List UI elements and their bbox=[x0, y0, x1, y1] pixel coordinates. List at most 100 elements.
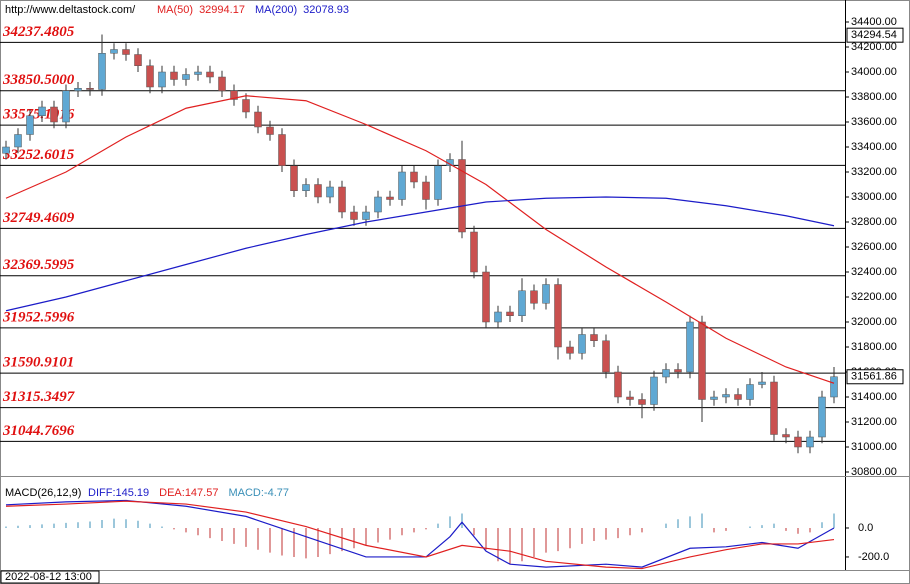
legend-name: MA(50) bbox=[157, 4, 193, 16]
candle-body bbox=[206, 71, 214, 78]
candle-body bbox=[650, 376, 658, 405]
y-tick-label: 33600.00 bbox=[851, 116, 897, 128]
candle-body bbox=[614, 371, 622, 398]
candle-body bbox=[422, 181, 430, 200]
y-tick-label: 31400.00 bbox=[851, 391, 897, 403]
y-tick-label: 31000.00 bbox=[851, 441, 897, 453]
legend-entry: DIFF:145.19 bbox=[88, 487, 149, 499]
candle-body bbox=[170, 71, 178, 80]
y-tick-label: 31800.00 bbox=[851, 341, 897, 353]
legend-value: 32994.17 bbox=[199, 4, 245, 16]
level-label: 32369.5995 bbox=[2, 257, 75, 273]
candle-body bbox=[26, 115, 34, 135]
candle-body bbox=[494, 311, 502, 323]
macd-line bbox=[5, 500, 835, 570]
candle-body bbox=[122, 49, 130, 55]
candle-body bbox=[770, 381, 778, 435]
candle-body bbox=[458, 159, 466, 233]
candle-body bbox=[722, 394, 730, 398]
candle-body bbox=[266, 126, 274, 135]
candle-body bbox=[2, 146, 10, 154]
level-label: 32749.4609 bbox=[2, 210, 75, 226]
price-marker-label: 31561.86 bbox=[851, 371, 897, 383]
candle-body bbox=[410, 171, 418, 183]
legend-value: 32078.93 bbox=[303, 4, 349, 16]
legend-entry: DEA:147.57 bbox=[159, 487, 218, 499]
y-tick-label: 34000.00 bbox=[851, 66, 897, 78]
candle-body bbox=[602, 340, 610, 373]
candle-body bbox=[218, 76, 226, 91]
candle-body bbox=[782, 434, 790, 438]
candle-body bbox=[578, 334, 586, 354]
level-label: 33850.5000 bbox=[2, 72, 75, 88]
candle-body bbox=[518, 290, 526, 316]
level-label: 31952.5996 bbox=[2, 309, 75, 325]
candle-body bbox=[314, 184, 322, 198]
candle-body bbox=[86, 88, 94, 90]
y-tick-label: 31200.00 bbox=[851, 416, 897, 428]
y-tick-label: 34200.00 bbox=[851, 41, 897, 53]
level-label: 33252.6015 bbox=[2, 147, 75, 163]
candle-body bbox=[374, 196, 382, 213]
macd-line bbox=[5, 499, 835, 568]
level-label: 31315.3497 bbox=[2, 389, 75, 405]
candle-body bbox=[590, 334, 598, 341]
candle-body bbox=[50, 106, 58, 123]
candle-body bbox=[302, 184, 310, 191]
candle-body bbox=[482, 271, 490, 323]
candle-body bbox=[254, 111, 262, 128]
candle-body bbox=[566, 346, 574, 354]
candle-body bbox=[146, 65, 154, 88]
candle-body bbox=[182, 74, 190, 80]
candle-body bbox=[554, 284, 562, 348]
y-tick-label: 33000.00 bbox=[851, 191, 897, 203]
legend-entry: MACD:-4.77 bbox=[228, 487, 289, 499]
macd-title: MACD(26,12,9) bbox=[5, 487, 81, 499]
candle-body bbox=[470, 231, 478, 273]
candle-body bbox=[74, 88, 82, 91]
candle-body bbox=[674, 369, 682, 373]
candle-body bbox=[542, 284, 550, 304]
y-tick-label: -200.0 bbox=[858, 551, 889, 563]
y-tick-label: 32400.00 bbox=[851, 266, 897, 278]
candle-body bbox=[686, 321, 694, 373]
candle-body bbox=[242, 99, 250, 113]
price-marker bbox=[846, 369, 904, 385]
candle-body bbox=[746, 384, 754, 400]
y-tick-label: 32200.00 bbox=[851, 291, 897, 303]
candle-body bbox=[134, 54, 142, 66]
y-tick-label: 32600.00 bbox=[851, 241, 897, 253]
y-tick-label: 30800.00 bbox=[851, 466, 897, 478]
level-label: 31590.9101 bbox=[2, 355, 74, 371]
candle-body bbox=[14, 134, 22, 148]
date-box bbox=[0, 570, 100, 584]
y-tick-label: 32800.00 bbox=[851, 216, 897, 228]
candle-body bbox=[230, 90, 238, 100]
candle-body bbox=[662, 369, 670, 378]
candle-body bbox=[158, 71, 166, 88]
candle-body bbox=[830, 376, 838, 398]
candle-body bbox=[434, 165, 442, 200]
candle-body bbox=[698, 321, 706, 400]
candle-body bbox=[194, 71, 202, 75]
price-marker bbox=[846, 27, 904, 43]
candle-body bbox=[62, 90, 70, 123]
candle-body bbox=[794, 436, 802, 448]
candle-body bbox=[710, 396, 718, 400]
candle-body bbox=[350, 211, 358, 220]
candle-body bbox=[110, 49, 118, 54]
candle-body bbox=[530, 290, 538, 304]
candle-body bbox=[338, 186, 346, 213]
cursor-date: 2022-08-12 13:00 bbox=[5, 571, 92, 583]
ma-line bbox=[5, 196, 835, 312]
ma-line bbox=[5, 95, 835, 384]
candle-body bbox=[362, 211, 370, 220]
candle-body bbox=[638, 399, 646, 405]
candle-body bbox=[626, 396, 634, 400]
price-marker-label: 34294.54 bbox=[851, 29, 897, 41]
candle-body bbox=[326, 186, 334, 198]
candle-body bbox=[278, 134, 286, 166]
candle-body bbox=[398, 171, 406, 200]
